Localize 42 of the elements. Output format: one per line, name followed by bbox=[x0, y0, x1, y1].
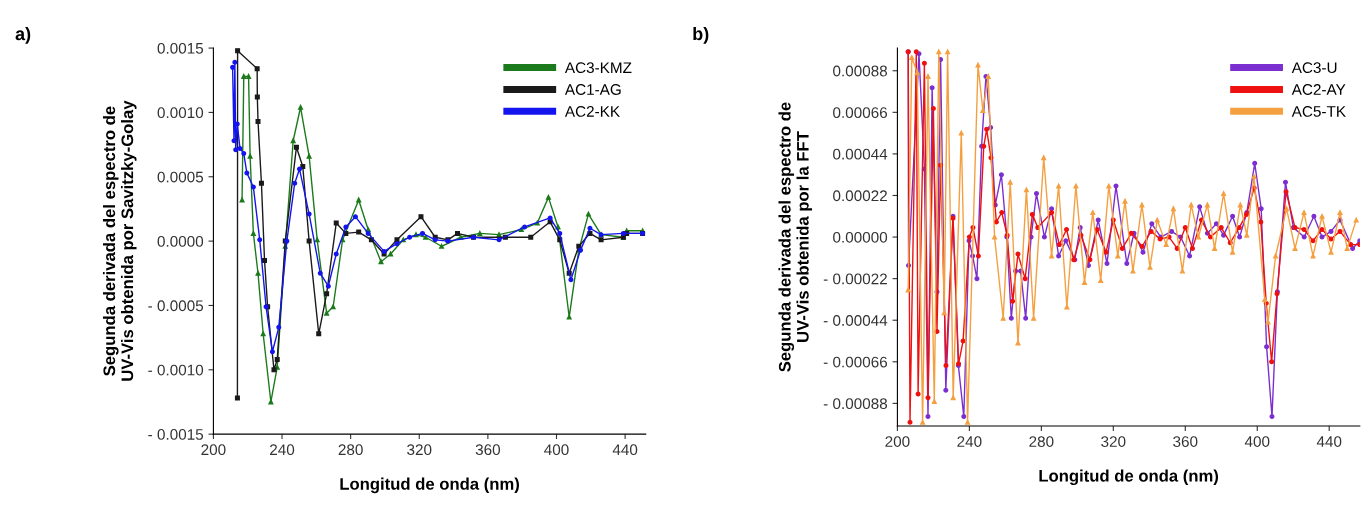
x-tick-label: 440 bbox=[612, 444, 638, 456]
y-tick-label: 0.0015 bbox=[157, 42, 204, 54]
y-tick-label: 0.00044 bbox=[833, 148, 888, 160]
x-tick-label: 440 bbox=[1316, 436, 1342, 447]
y-tick-label: - 0.0015 bbox=[148, 429, 204, 440]
legend-label: AC5-TK bbox=[1291, 105, 1346, 117]
y-tick-label: 0.0000 bbox=[157, 235, 204, 247]
y-tick-label: - 0.00022 bbox=[823, 273, 887, 285]
y-tick-label: 0.0010 bbox=[157, 107, 204, 119]
y-tick-label: 0.00066 bbox=[833, 107, 888, 119]
text: a) bbox=[15, 27, 31, 44]
x-tick-label: 400 bbox=[1244, 436, 1270, 447]
x-tick-label: 280 bbox=[1029, 436, 1054, 447]
y-tick-label: 0.00088 bbox=[833, 65, 888, 77]
y-tick-label: - 0.00088 bbox=[823, 398, 888, 410]
x-tick-label: 360 bbox=[475, 444, 501, 456]
x-tick-label: 280 bbox=[338, 444, 363, 456]
legend-label: AC2-AY bbox=[1291, 84, 1346, 95]
y-tick-label: 0.0005 bbox=[157, 171, 204, 183]
legend-label: AC3-U bbox=[1291, 62, 1337, 74]
x-tick-label: 400 bbox=[544, 444, 569, 456]
x-tick-label: 320 bbox=[407, 444, 432, 456]
x-axis-title: Longitud de onda (nm) bbox=[340, 477, 519, 494]
x-tick-label: 240 bbox=[957, 436, 982, 447]
legend-label: AC2-KK bbox=[564, 105, 620, 117]
legend-label: AC1-AG bbox=[564, 84, 621, 95]
x-tick-label: 360 bbox=[1173, 436, 1198, 447]
x-tick-label: 240 bbox=[270, 444, 295, 456]
x-tick-label: 320 bbox=[1101, 436, 1126, 447]
x-tick-label: 200 bbox=[885, 436, 910, 447]
y-tick-label: - 0.00066 bbox=[823, 356, 888, 368]
legend-label: AC3-KMZ bbox=[564, 62, 632, 74]
y-tick-label: - 0.0005 bbox=[148, 300, 204, 312]
y-tick-label: - 0.00044 bbox=[823, 315, 888, 326]
y-axis-title: Segunda derivada del espectro de UV-Vis obtenida por la FFT bbox=[778, 102, 813, 372]
y-tick-label: - 0.0010 bbox=[148, 364, 204, 376]
y-tick-label: 0.00022 bbox=[833, 190, 887, 202]
y-axis-title: Segunda derivada del espectro de UV-Vis obtenida por Savitzky-Golay bbox=[102, 100, 137, 381]
y-tick-label: 0.00000 bbox=[833, 231, 888, 243]
x-axis-title: Longitud de onda (nm) bbox=[1039, 469, 1219, 486]
text: b) bbox=[693, 27, 709, 44]
x-tick-label: 200 bbox=[201, 444, 226, 456]
